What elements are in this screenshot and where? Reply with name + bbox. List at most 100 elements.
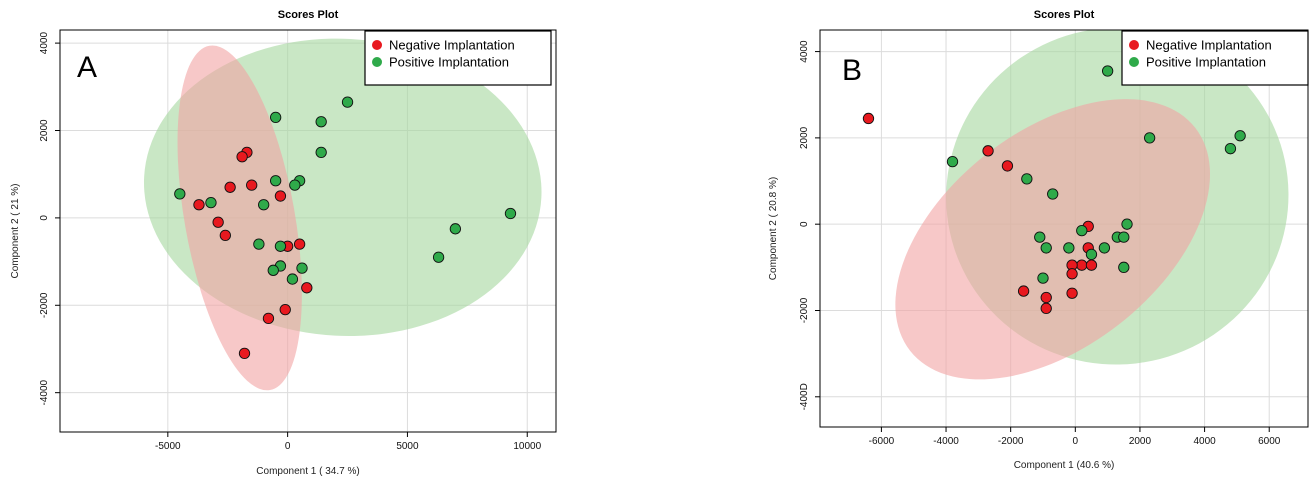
negative-implantation-point bbox=[1085, 259, 1098, 271]
legend-label: Negative Implantation bbox=[389, 38, 515, 53]
negative-implantation-point bbox=[236, 151, 248, 163]
positive-implantation-point bbox=[1118, 231, 1130, 243]
x-tick-label: 5000 bbox=[396, 441, 419, 452]
negative-implantation-point bbox=[1001, 160, 1014, 172]
positive-implantation-point bbox=[289, 179, 301, 191]
negative-implantation-point bbox=[262, 312, 275, 325]
positive-implantation-point bbox=[1098, 242, 1111, 254]
x-tick-label: 0 bbox=[1073, 436, 1079, 447]
negative-legend-marker bbox=[1129, 40, 1139, 50]
y-tick-label: 0 bbox=[39, 215, 50, 221]
plot-frame bbox=[59, 29, 557, 433]
positive-implantation-point bbox=[286, 273, 299, 285]
positive-implantation-point bbox=[1224, 143, 1237, 155]
positive-implantation-point bbox=[205, 196, 217, 209]
positive-implantation-point bbox=[1063, 242, 1075, 254]
data-points bbox=[862, 65, 1246, 314]
positive-implantation-point bbox=[1037, 272, 1049, 284]
positive-implantation-point bbox=[504, 207, 517, 220]
negative-implantation-point bbox=[1066, 268, 1078, 280]
positive-legend-marker bbox=[1129, 57, 1139, 67]
x-axis-label: Component 1 (40.6 %) bbox=[1014, 460, 1115, 471]
panel-label: A bbox=[77, 51, 97, 84]
y-tick-label: 2000 bbox=[799, 126, 810, 149]
scores-plot-a: Scores Plot -5000 0 5000 10000 -4000 -2000 0 200… bbox=[10, 9, 557, 477]
positive-implantation-point bbox=[253, 238, 265, 250]
legend-label: Positive Implantation bbox=[1146, 55, 1266, 70]
x-tick-label: 6000 bbox=[1258, 436, 1281, 447]
positive-implantation-point bbox=[1040, 242, 1052, 254]
negative-implantation-ellipse bbox=[895, 99, 1211, 380]
x-tick-label: 2000 bbox=[1129, 436, 1152, 447]
negative-implantation-point bbox=[193, 199, 205, 211]
x-tick-label: -2000 bbox=[998, 436, 1024, 447]
legend-box bbox=[364, 30, 552, 86]
negative-implantation-point bbox=[224, 181, 236, 193]
negative-implantation-point bbox=[212, 216, 224, 228]
positive-implantation-point bbox=[315, 146, 327, 158]
chart-title: Scores Plot bbox=[278, 9, 339, 21]
x-tick-label: 0 bbox=[285, 441, 291, 452]
scores-plot-b: Scores Plot -6000 -4000 -2000 0 2000 4000 6000 -… bbox=[768, 9, 1309, 471]
y-tick-label: 2000 bbox=[39, 119, 50, 142]
y-axis-label: Component 2 ( 20.8 %) bbox=[768, 177, 779, 280]
x-tick-label: -4000 bbox=[933, 436, 959, 447]
negative-implantation-point bbox=[274, 190, 287, 202]
legend-label: Positive Implantation bbox=[389, 55, 509, 70]
positive-implantation-point bbox=[296, 262, 308, 274]
positive-implantation-point bbox=[1085, 248, 1098, 261]
negative-implantation-point bbox=[1076, 259, 1088, 271]
positive-implantation-point bbox=[341, 96, 354, 108]
y-axis-label: Component 2 ( 21 %) bbox=[10, 183, 21, 278]
positive-implantation-point bbox=[1021, 173, 1033, 185]
y-tick-label: 4000 bbox=[39, 32, 50, 55]
negative-implantation-point bbox=[219, 229, 231, 242]
negative-implantation-point bbox=[238, 347, 251, 359]
y-tick-label: 0 bbox=[799, 221, 810, 227]
positive-implantation-point bbox=[258, 199, 270, 211]
negative-implantation-point bbox=[982, 145, 994, 157]
chart-title: Scores Plot bbox=[1034, 9, 1095, 21]
positive-implantation-point bbox=[270, 111, 282, 124]
legend: Negative Implantation Positive Implantati… bbox=[364, 30, 552, 86]
positive-implantation-point bbox=[1047, 188, 1059, 200]
x-axis-label: Component 1 ( 34.7 %) bbox=[256, 466, 359, 477]
y-tick-label: 4000 bbox=[799, 40, 810, 63]
positive-implantation-point bbox=[315, 116, 327, 128]
y-tick-label: -2000 bbox=[799, 297, 810, 323]
negative-implantation-point bbox=[1040, 302, 1052, 314]
x-axis: -5000 0 5000 10000 bbox=[155, 432, 542, 452]
negative-implantation-point bbox=[279, 304, 291, 316]
plot-frame bbox=[819, 29, 1309, 428]
positive-implantation-point bbox=[1118, 261, 1130, 273]
legend-label: Negative Implantation bbox=[1146, 38, 1272, 53]
negative-implantation-point bbox=[246, 179, 258, 191]
positive-legend-marker bbox=[372, 57, 382, 67]
y-axis: -400D -2000 0 2000 4000 bbox=[799, 40, 820, 410]
legend-box bbox=[1121, 30, 1309, 86]
negative-implantation-point bbox=[1017, 285, 1030, 297]
positive-implantation-point bbox=[270, 175, 282, 187]
positive-implantation-point bbox=[1034, 231, 1046, 243]
confidence-ellipses bbox=[895, 30, 1289, 380]
positive-implantation-point bbox=[174, 188, 186, 200]
legend: Negative Implantation Positive Implantati… bbox=[1121, 30, 1309, 86]
negative-implantation-point bbox=[301, 282, 313, 294]
negative-legend-marker bbox=[372, 40, 382, 50]
positive-implantation-point bbox=[1121, 218, 1133, 230]
negative-implantation-point bbox=[1066, 287, 1078, 299]
negative-implantation-point bbox=[293, 238, 306, 250]
positive-implantation-point bbox=[449, 223, 462, 235]
positive-implantation-point bbox=[946, 155, 959, 168]
confidence-ellipses bbox=[143, 38, 542, 391]
positive-implantation-point bbox=[1143, 132, 1156, 144]
positive-implantation-point bbox=[274, 240, 287, 252]
x-axis: -6000 -4000 -2000 0 2000 4000 6000 bbox=[869, 427, 1281, 447]
x-tick-label: 10000 bbox=[513, 441, 541, 452]
negative-implantation-ellipse bbox=[177, 45, 302, 391]
y-axis: -4000 -2000 0 2000 4000 bbox=[39, 32, 60, 405]
positive-implantation-point bbox=[267, 264, 279, 276]
x-tick-label: -6000 bbox=[869, 436, 895, 447]
positive-implantation-point bbox=[432, 251, 445, 263]
